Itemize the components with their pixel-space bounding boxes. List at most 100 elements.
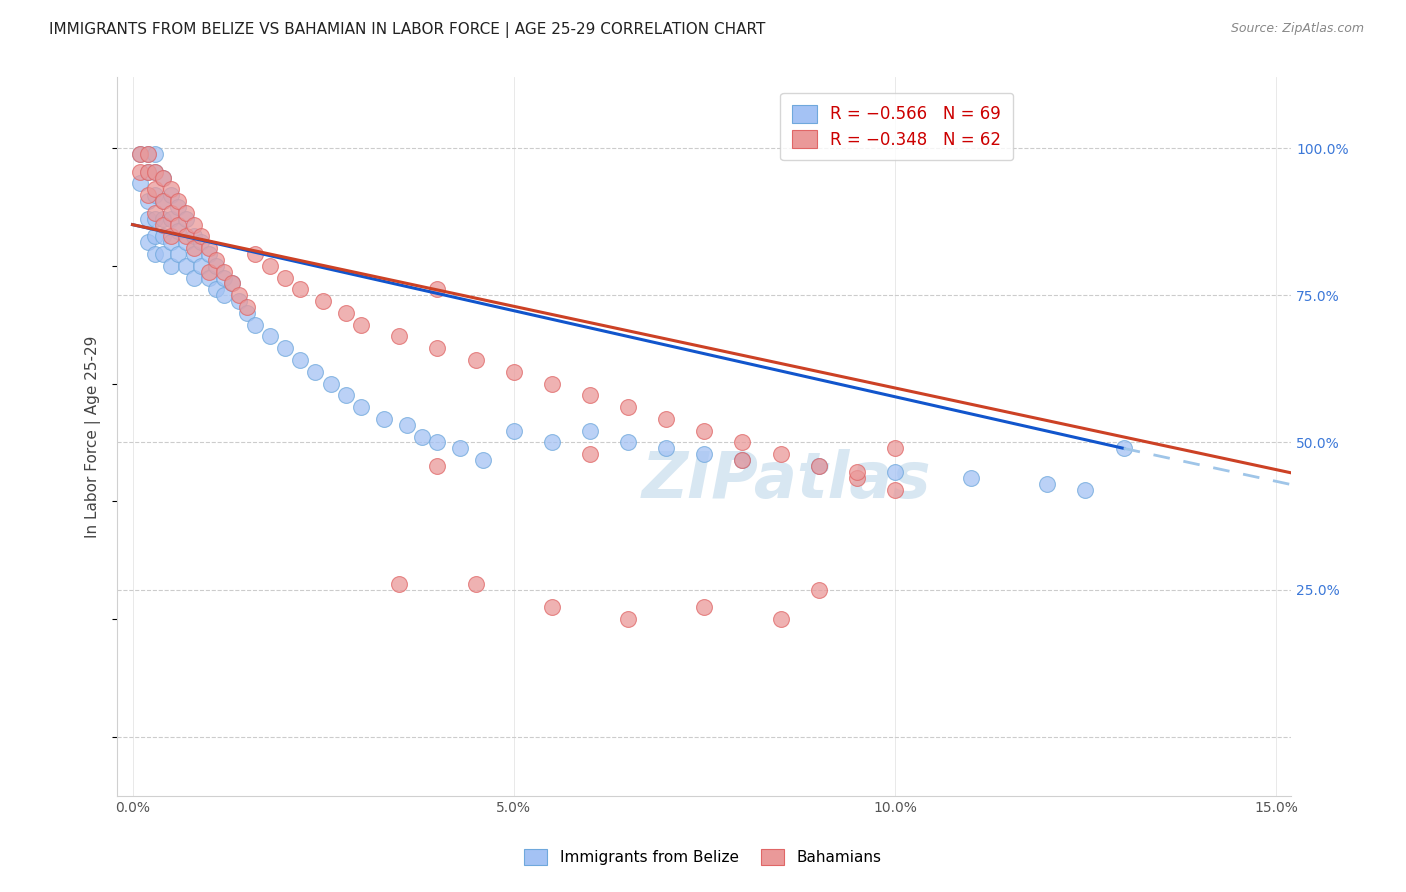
Point [243, 318, 266, 332]
Point [335, 388, 357, 402]
Point [183, 270, 205, 285]
Point [212, 270, 235, 285]
Point [129, 147, 152, 161]
Point [129, 147, 152, 161]
Point [174, 229, 197, 244]
Point [579, 388, 602, 402]
Point [1112, 442, 1135, 456]
Point [145, 188, 167, 202]
Point [426, 435, 449, 450]
Point [617, 612, 640, 626]
Point [290, 353, 312, 368]
Text: ZIPatlas: ZIPatlas [641, 449, 931, 510]
Point [152, 170, 174, 185]
Legend: R = −0.566   N = 69, R = −0.348   N = 62: R = −0.566 N = 69, R = −0.348 N = 62 [780, 93, 1012, 161]
Point [190, 259, 212, 273]
Point [167, 223, 190, 237]
Point [1036, 476, 1059, 491]
Point [167, 247, 190, 261]
Point [205, 259, 228, 273]
Point [145, 164, 167, 178]
Point [197, 241, 219, 255]
Point [426, 282, 449, 296]
Point [350, 400, 373, 414]
Point [883, 483, 905, 497]
Point [502, 424, 524, 438]
Point [159, 182, 181, 196]
Point [243, 247, 266, 261]
Point [960, 471, 983, 485]
Point [290, 282, 312, 296]
Point [167, 218, 190, 232]
Point [174, 211, 197, 226]
Point [197, 265, 219, 279]
Point [159, 211, 181, 226]
Point [464, 576, 486, 591]
Point [579, 447, 602, 461]
Point [769, 612, 792, 626]
Point [136, 235, 159, 250]
Point [152, 247, 174, 261]
Point [174, 235, 197, 250]
Point [350, 318, 373, 332]
Point [145, 164, 167, 178]
Point [197, 270, 219, 285]
Point [145, 182, 167, 196]
Point [579, 424, 602, 438]
Point [183, 229, 205, 244]
Point [693, 600, 716, 615]
Point [274, 341, 297, 355]
Point [731, 435, 754, 450]
Point [159, 259, 181, 273]
Point [540, 376, 562, 391]
Point [617, 400, 640, 414]
Point [655, 442, 678, 456]
Point [145, 247, 167, 261]
Point [129, 177, 152, 191]
Point [807, 582, 830, 597]
Point [426, 341, 449, 355]
Point [388, 329, 411, 343]
Point [174, 259, 197, 273]
Point [335, 306, 357, 320]
Text: Source: ZipAtlas.com: Source: ZipAtlas.com [1230, 22, 1364, 36]
Point [304, 365, 326, 379]
Point [159, 188, 181, 202]
Point [373, 412, 395, 426]
Point [152, 170, 174, 185]
Point [731, 453, 754, 467]
Point [449, 442, 471, 456]
Point [159, 229, 181, 244]
Point [197, 247, 219, 261]
Point [426, 458, 449, 473]
Point [259, 329, 281, 343]
Point [411, 429, 433, 443]
Point [136, 147, 159, 161]
Point [129, 164, 152, 178]
Point [259, 259, 281, 273]
Point [212, 288, 235, 302]
Point [312, 294, 335, 309]
Point [221, 277, 243, 291]
Point [731, 453, 754, 467]
Point [183, 247, 205, 261]
Point [845, 471, 868, 485]
Point [190, 229, 212, 244]
Text: IMMIGRANTS FROM BELIZE VS BAHAMIAN IN LABOR FORCE | AGE 25-29 CORRELATION CHART: IMMIGRANTS FROM BELIZE VS BAHAMIAN IN LA… [49, 22, 766, 38]
Point [159, 235, 181, 250]
Point [319, 376, 342, 391]
Point [205, 252, 228, 267]
Point [205, 282, 228, 296]
Point [236, 306, 259, 320]
Y-axis label: In Labor Force | Age 25-29: In Labor Force | Age 25-29 [86, 335, 101, 538]
Point [807, 458, 830, 473]
Point [152, 218, 174, 232]
Point [883, 442, 905, 456]
Point [152, 229, 174, 244]
Point [190, 235, 212, 250]
Point [807, 458, 830, 473]
Point [152, 194, 174, 208]
Point [655, 412, 678, 426]
Point [540, 435, 562, 450]
Point [617, 435, 640, 450]
